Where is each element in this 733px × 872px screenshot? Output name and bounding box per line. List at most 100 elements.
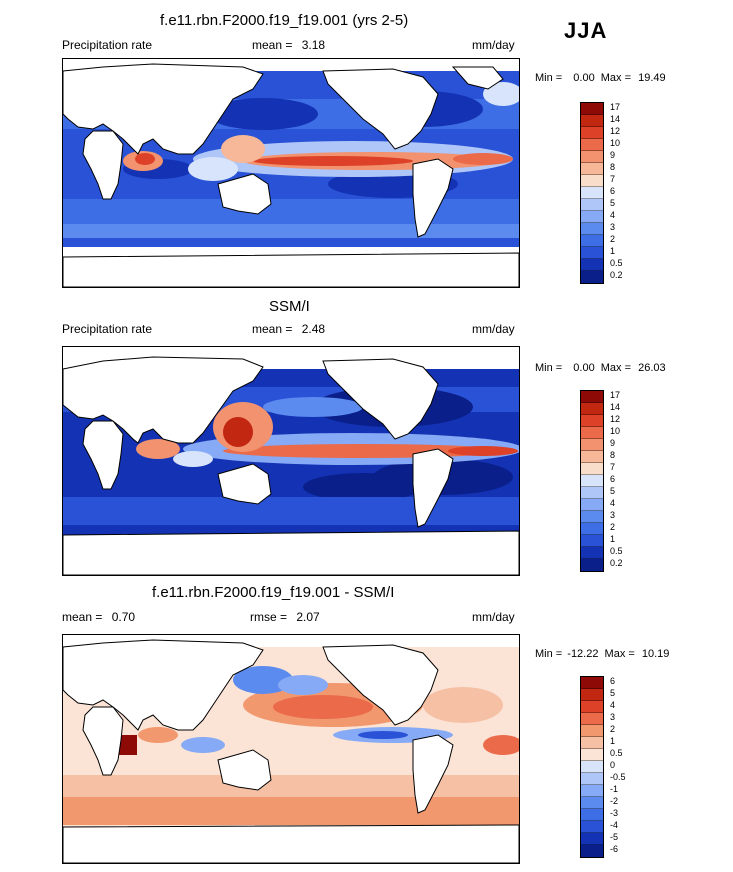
panel3-colorbar-tick: 0.5: [610, 748, 623, 758]
panel2-colorbar-tick: 4: [610, 498, 616, 508]
panel2-colorbar-swatch: [581, 511, 603, 523]
panel3-colorbar-swatch: [581, 701, 603, 713]
panel2-colorbar-tick: 9: [610, 438, 616, 448]
panel3-colorbar-swatch: [581, 845, 603, 857]
panel1-max-label: Max =: [600, 72, 632, 84]
panel1-colorbar-tick: 14: [610, 114, 621, 124]
panel3-land: [63, 639, 519, 863]
panel2-colorbar-tick: 0.2: [610, 558, 623, 568]
panel3-colorbar-swatch: [581, 785, 603, 797]
panel3-mean-value: 0.70: [111, 610, 136, 624]
panel3-colorbar-tick: -6: [610, 844, 619, 854]
panel2-colorbar-tick: 17: [610, 390, 621, 400]
panel3-colorbar-tick: 5: [610, 688, 616, 698]
panel1-mean-label: mean =: [252, 38, 293, 52]
panel2-mean-value: 2.48: [301, 322, 326, 336]
panel3-colorbar-tick: 6: [610, 676, 616, 686]
panel2-max-value: 26.03: [638, 362, 666, 374]
panel1-units: mm/day: [472, 38, 515, 52]
panel2-mean-label: mean =: [252, 322, 293, 336]
panel1-colorbar-swatch: [581, 163, 603, 175]
panel2-minmax: Min = 0.00 Max = 26.03: [535, 362, 666, 374]
panel3-mean: mean = 0.70: [62, 610, 135, 624]
panel1-colorbar-tick: 12: [610, 126, 621, 136]
panel2-min-value: 0.00: [573, 362, 595, 374]
panel2-colorbar-tick: 0.5: [610, 546, 623, 556]
panel2-colorbar: 17 14 12 10 9 8 7 6 5 4 3 2 1 0.5 0.2: [580, 390, 623, 572]
panel1-colorbar-tick: 17: [610, 102, 621, 112]
panel1-colorbar-tick: 10: [610, 138, 621, 148]
panel2-colorbar-tick: 14: [610, 402, 621, 412]
panel1-variable: Precipitation rate: [62, 38, 153, 52]
panel3-map: [62, 634, 520, 864]
panel2-colorbar-swatch: [581, 547, 603, 559]
panel1-max-value: 19.49: [638, 72, 666, 84]
panel2-max-label: Max =: [600, 362, 632, 374]
panel3-colorbar-tick: 2: [610, 724, 616, 734]
panel2-units: mm/day: [472, 322, 515, 336]
panel1-colorbar-tick: 9: [610, 150, 616, 160]
panel2-colorbar-tick: 7: [610, 462, 616, 472]
panel1-colorbar-tick: 0.2: [610, 270, 623, 280]
panel3-colorbar-swatches: [580, 676, 604, 858]
panel3-units: mm/day: [472, 610, 515, 624]
panel1-min-value: 0.00: [573, 72, 595, 84]
season-label: JJA: [564, 18, 608, 43]
panel2-colorbar-swatch: [581, 403, 603, 415]
panel2-colorbar-swatch: [581, 487, 603, 499]
panel3-colorbar-swatch: [581, 737, 603, 749]
panel1-colorbar-tick: 6: [610, 186, 616, 196]
panel3-colorbar-tick: 4: [610, 700, 616, 710]
panel1-colorbar-swatches: [580, 102, 604, 284]
panel1-colorbar-swatch: [581, 223, 603, 235]
panel1-map-svg: [63, 59, 519, 287]
panel3-colorbar-swatch: [581, 749, 603, 761]
panel1-map: [62, 58, 520, 288]
panel3-max-value: 10.19: [641, 648, 670, 660]
panel3-colorbar-tick: 3: [610, 712, 616, 722]
panel2-min-label: Min =: [535, 362, 563, 374]
panel2-colorbar-tick: 2: [610, 522, 616, 532]
panel1-colorbar-swatch: [581, 211, 603, 223]
panel1-colorbar-swatch: [581, 199, 603, 211]
panel1-colorbar-swatch: [581, 271, 603, 283]
panel2-variable: Precipitation rate: [62, 322, 153, 336]
panel2-colorbar-swatch: [581, 439, 603, 451]
panel3-colorbar-swatch: [581, 677, 603, 689]
panel2-colorbar-swatch: [581, 475, 603, 487]
panel3-colorbar-swatch: [581, 809, 603, 821]
panel3-colorbar-tick: -5: [610, 832, 619, 842]
panel1-colorbar-swatch: [581, 115, 603, 127]
panel3-colorbar-tick: -4: [610, 820, 619, 830]
panel3-max-label: Max =: [604, 648, 635, 660]
panel1-colorbar-tick: 7: [610, 174, 616, 184]
panel2-colorbar-tick: 3: [610, 510, 616, 520]
panel3-colorbar-swatch: [581, 833, 603, 845]
panel2-title: SSM/I: [269, 298, 310, 315]
panel2-colorbar-swatches: [580, 390, 604, 572]
panel2-colorbar-swatch: [581, 391, 603, 403]
panel3-rmse-label: rmse =: [250, 610, 288, 624]
panel3-colorbar-tick: -0.5: [610, 772, 626, 782]
panel2-colorbar-tick: 10: [610, 426, 621, 436]
panel3-map-svg: [63, 635, 519, 863]
panel3-colorbar: 6 5 4 3 2 1 0.5 0 -0.5 -1 -2 -3 -4 -5 -6: [580, 676, 626, 858]
panel1-colorbar-swatch: [581, 103, 603, 115]
panel3-rmse-value: 2.07: [296, 610, 320, 624]
panel1-colorbar: 17 14 12 10 9 8 7 6 5 4 3 2 1 0.5 0.2: [580, 102, 623, 284]
panel2-colorbar-tick: 8: [610, 450, 616, 460]
panel3-title: f.e11.rbn.F2000.f19_f19.001 - SSM/I: [152, 584, 395, 601]
panel2-colorbar-swatch: [581, 427, 603, 439]
panel2-mean: mean = 2.48: [252, 322, 325, 336]
panel1-colorbar-swatch: [581, 235, 603, 247]
panel3-colorbar-swatch: [581, 725, 603, 737]
panel3-colorbar-tick: -3: [610, 808, 619, 818]
panel2-map: [62, 346, 520, 576]
panel3-colorbar-swatch: [581, 821, 603, 833]
panel1-colorbar-swatch: [581, 139, 603, 151]
panel1-land: [63, 63, 519, 287]
panel1-colorbar-tick: 8: [610, 162, 616, 172]
panel2-colorbar-tick: 6: [610, 474, 616, 484]
panel3-colorbar-swatch: [581, 761, 603, 773]
panel1-colorbar-swatch: [581, 259, 603, 271]
